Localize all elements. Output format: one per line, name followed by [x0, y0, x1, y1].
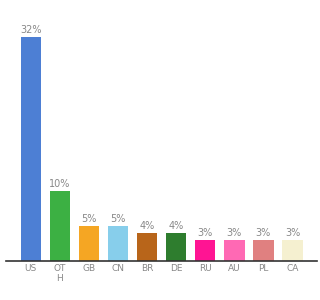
Bar: [253, 240, 274, 261]
Text: 3%: 3%: [256, 228, 271, 238]
Bar: [79, 226, 99, 261]
Text: 10%: 10%: [49, 179, 70, 189]
Text: 4%: 4%: [140, 221, 155, 231]
Text: 3%: 3%: [227, 228, 242, 238]
Bar: [282, 240, 303, 261]
Bar: [166, 233, 186, 261]
Text: 3%: 3%: [285, 228, 300, 238]
Bar: [50, 191, 70, 261]
Text: 5%: 5%: [81, 214, 97, 224]
Text: 32%: 32%: [20, 25, 42, 35]
Text: 3%: 3%: [198, 228, 213, 238]
Text: 5%: 5%: [110, 214, 126, 224]
Bar: [137, 233, 157, 261]
Bar: [20, 37, 41, 261]
Bar: [224, 240, 244, 261]
Bar: [195, 240, 215, 261]
Text: 4%: 4%: [169, 221, 184, 231]
Bar: [108, 226, 128, 261]
